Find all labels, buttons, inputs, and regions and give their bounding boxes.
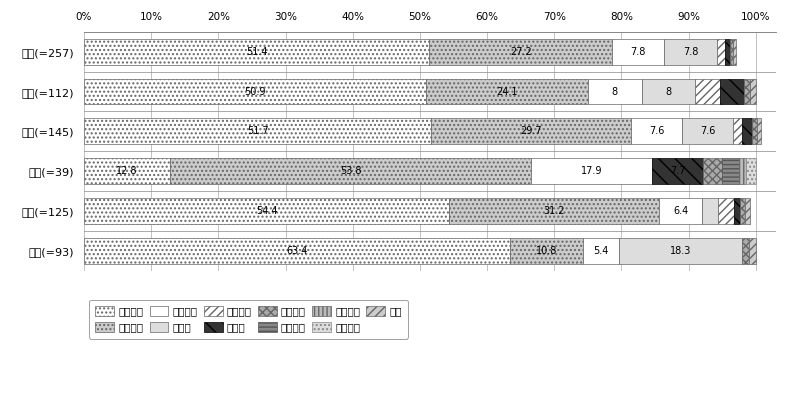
Text: 53.8: 53.8: [340, 166, 362, 176]
Bar: [642, 79, 695, 105]
Bar: [84, 39, 430, 65]
Bar: [588, 79, 642, 105]
Text: 24.1: 24.1: [496, 86, 518, 97]
Bar: [618, 238, 742, 264]
Bar: [734, 198, 740, 224]
Bar: [631, 119, 682, 144]
Bar: [84, 79, 426, 105]
Bar: [746, 158, 756, 184]
Bar: [659, 198, 702, 224]
Bar: [84, 198, 450, 224]
Bar: [718, 198, 734, 224]
Text: 6.4: 6.4: [673, 206, 688, 216]
Bar: [510, 238, 582, 264]
Text: 50.9: 50.9: [244, 86, 266, 97]
Bar: [744, 79, 750, 105]
Bar: [733, 119, 742, 144]
Bar: [722, 158, 739, 184]
Bar: [703, 158, 722, 184]
Text: 7.8: 7.8: [683, 47, 698, 57]
Bar: [582, 238, 618, 264]
Bar: [665, 39, 717, 65]
Bar: [170, 158, 531, 184]
Text: 8: 8: [666, 86, 671, 97]
Bar: [733, 39, 736, 65]
Bar: [740, 198, 745, 224]
Bar: [725, 39, 730, 65]
Text: 54.4: 54.4: [256, 206, 278, 216]
Bar: [612, 39, 665, 65]
Bar: [430, 39, 612, 65]
Bar: [717, 39, 725, 65]
Bar: [84, 158, 170, 184]
Legend: ミーヒン, ミヤヘン, ミーヘン, ミヤン, メーヘン, ミラン, ミラヘン, ミテヘン, ミヤヒン, ミレヘン, ミン: ミーヒン, ミヤヘン, ミーヘン, ミヤン, メーヘン, ミラン, ミラヘン, …: [90, 300, 408, 339]
Text: 7.6: 7.6: [700, 126, 715, 137]
Bar: [450, 198, 659, 224]
Text: 10.8: 10.8: [535, 246, 557, 256]
Bar: [531, 158, 652, 184]
Bar: [426, 79, 588, 105]
Text: 18.3: 18.3: [670, 246, 691, 256]
Text: 8: 8: [612, 86, 618, 97]
Text: 29.7: 29.7: [520, 126, 542, 137]
Bar: [682, 119, 733, 144]
Text: 7.8: 7.8: [630, 47, 646, 57]
Text: 17.9: 17.9: [581, 166, 602, 176]
Bar: [749, 238, 756, 264]
Bar: [742, 119, 752, 144]
Bar: [84, 119, 431, 144]
Text: 51.4: 51.4: [246, 47, 267, 57]
Text: 5.4: 5.4: [593, 246, 608, 256]
Bar: [757, 119, 762, 144]
Bar: [84, 238, 510, 264]
Bar: [431, 119, 631, 144]
Text: 51.7: 51.7: [247, 126, 269, 137]
Bar: [750, 79, 756, 105]
Bar: [745, 198, 750, 224]
Bar: [695, 79, 719, 105]
Text: 7.7: 7.7: [670, 166, 686, 176]
Text: 63.4: 63.4: [286, 246, 308, 256]
Bar: [752, 119, 757, 144]
Text: 27.2: 27.2: [510, 47, 531, 57]
Bar: [719, 79, 744, 105]
Bar: [652, 158, 703, 184]
Bar: [730, 39, 733, 65]
Text: 12.8: 12.8: [116, 166, 138, 176]
Text: 7.6: 7.6: [649, 126, 664, 137]
Bar: [742, 238, 749, 264]
Bar: [739, 158, 746, 184]
Text: 31.2: 31.2: [543, 206, 565, 216]
Bar: [702, 198, 718, 224]
